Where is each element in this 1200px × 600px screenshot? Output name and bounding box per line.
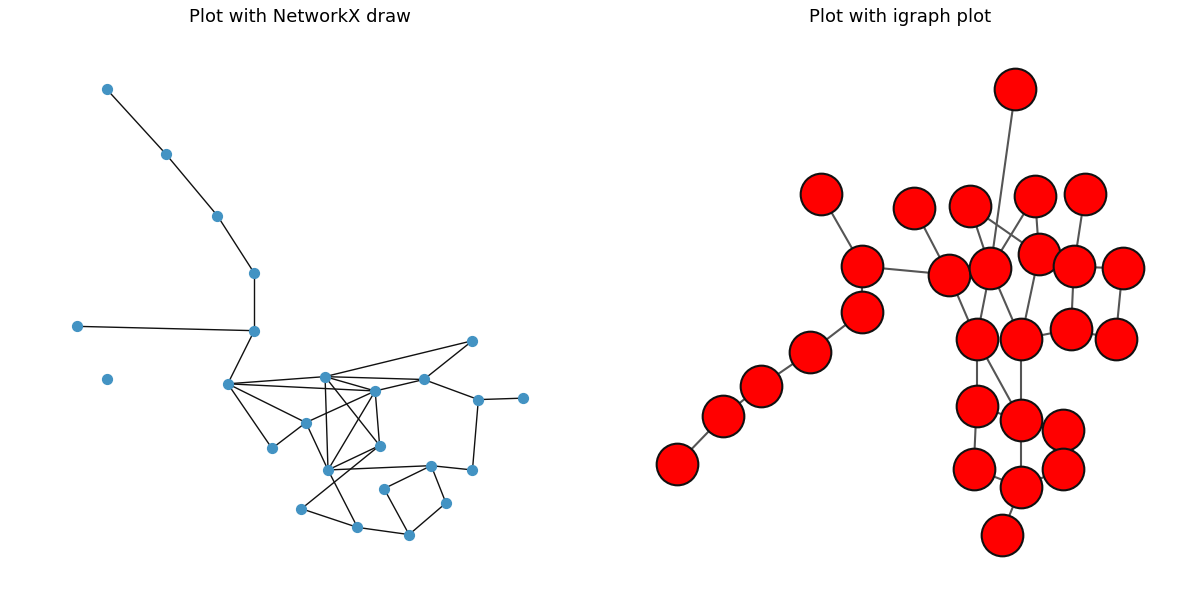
Point bbox=[853, 262, 872, 271]
Point bbox=[964, 464, 983, 473]
Point bbox=[421, 461, 440, 470]
Point bbox=[1062, 325, 1081, 334]
Point bbox=[853, 307, 872, 317]
Point bbox=[218, 379, 238, 389]
Point bbox=[245, 326, 264, 335]
Point bbox=[316, 372, 335, 382]
Point bbox=[370, 441, 389, 451]
Point bbox=[512, 394, 532, 403]
Title: Plot with NetworkX draw: Plot with NetworkX draw bbox=[190, 8, 410, 26]
Point bbox=[400, 530, 419, 539]
Point bbox=[97, 374, 116, 384]
Point bbox=[1006, 85, 1025, 94]
Point bbox=[980, 263, 1000, 273]
Point bbox=[1064, 262, 1084, 271]
Point bbox=[463, 465, 482, 475]
Point bbox=[318, 465, 337, 475]
Point bbox=[263, 443, 282, 453]
Point bbox=[68, 322, 88, 331]
Point bbox=[992, 530, 1012, 539]
Point bbox=[1012, 482, 1031, 492]
Point bbox=[1112, 263, 1132, 273]
Point bbox=[245, 268, 264, 278]
Point bbox=[800, 347, 820, 357]
Point bbox=[1075, 189, 1094, 199]
Point bbox=[1106, 335, 1126, 344]
Point bbox=[751, 381, 770, 391]
Point bbox=[208, 211, 227, 221]
Point bbox=[366, 386, 385, 396]
Point bbox=[414, 374, 433, 384]
Point bbox=[905, 203, 924, 212]
Point bbox=[97, 85, 116, 94]
Point bbox=[1025, 191, 1044, 200]
Point bbox=[463, 336, 482, 346]
Title: Plot with igraph plot: Plot with igraph plot bbox=[809, 8, 991, 26]
Point bbox=[374, 484, 394, 493]
Point bbox=[668, 459, 688, 469]
Point bbox=[348, 523, 367, 532]
Point bbox=[967, 401, 986, 411]
Point bbox=[437, 498, 456, 508]
Point bbox=[1054, 464, 1073, 473]
Point bbox=[811, 189, 830, 199]
Point bbox=[1012, 415, 1031, 425]
Point bbox=[1030, 250, 1049, 259]
Point bbox=[1012, 335, 1031, 344]
Point bbox=[296, 418, 316, 427]
Point bbox=[960, 201, 979, 211]
Point bbox=[292, 504, 311, 514]
Point bbox=[156, 149, 175, 159]
Point bbox=[940, 270, 959, 280]
Point bbox=[967, 335, 986, 344]
Point bbox=[1054, 425, 1073, 435]
Point bbox=[469, 395, 488, 404]
Point bbox=[714, 412, 733, 421]
